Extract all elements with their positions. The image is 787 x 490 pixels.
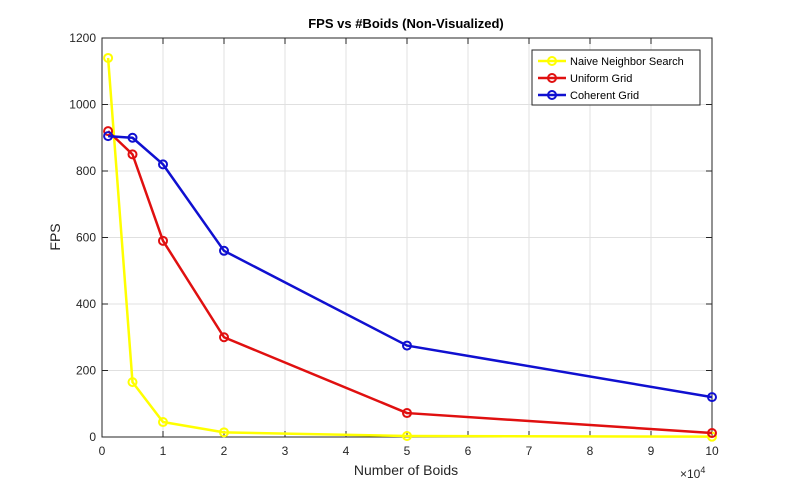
data-point xyxy=(158,159,168,170)
legend-label: Coherent Grid xyxy=(570,90,639,102)
data-point xyxy=(402,340,412,351)
legend-marker xyxy=(547,73,557,83)
x-tick-label: 3 xyxy=(282,444,289,458)
series-line xyxy=(106,57,713,438)
data-point xyxy=(402,431,412,442)
y-tick-label: 600 xyxy=(76,231,96,245)
x-tick-label: 6 xyxy=(465,444,472,458)
data-point xyxy=(103,126,114,137)
data-point xyxy=(219,427,229,438)
data-point xyxy=(219,332,229,343)
legend-item: Naive Neighbor Search xyxy=(538,56,684,68)
legend-marker xyxy=(547,90,557,100)
legend-label: Uniform Grid xyxy=(570,73,632,85)
data-point xyxy=(707,392,717,403)
ticks: 0 1 2 3 4 5 6 7 8 9 10 0 200 400 600 800 1000 1200 xyxy=(69,31,719,458)
data-point xyxy=(103,52,114,63)
data-point xyxy=(127,132,138,143)
y-tick-label: 1000 xyxy=(69,98,96,112)
legend-item: Uniform Grid xyxy=(538,73,632,85)
y-axis-title: FPS xyxy=(47,223,63,250)
x-exponent-power: 4 xyxy=(700,465,705,475)
legend: Naive Neighbor Search Uniform Grid Coheren… xyxy=(531,49,701,106)
series-layer xyxy=(103,52,717,442)
data-point xyxy=(158,235,168,246)
series-0 xyxy=(103,52,717,442)
data-point xyxy=(707,428,717,439)
x-tick-label: 7 xyxy=(526,444,533,458)
y-tick-label: 400 xyxy=(76,297,96,311)
data-point xyxy=(158,417,168,428)
x-axis-title: Number of Boids xyxy=(354,462,458,478)
data-point xyxy=(219,245,229,256)
x-tick-label: 10 xyxy=(705,444,719,458)
legend-marker xyxy=(547,56,557,66)
series-2 xyxy=(103,131,717,403)
x-tick-label: 9 xyxy=(648,444,655,458)
data-point xyxy=(127,377,138,388)
x-axis-exponent: ×104 xyxy=(680,465,705,481)
x-tick-label: 8 xyxy=(587,444,594,458)
legend-item: Coherent Grid xyxy=(538,90,639,102)
x-tick-label: 1 xyxy=(160,444,167,458)
y-tick-label: 200 xyxy=(76,364,96,378)
x-exponent-base: ×10 xyxy=(680,467,701,481)
y-tick-label: 0 xyxy=(89,430,96,444)
series-1 xyxy=(103,126,717,439)
x-tick-label: 4 xyxy=(343,444,350,458)
series-line xyxy=(107,130,713,435)
y-tick-label: 800 xyxy=(76,164,96,178)
x-tick-label: 5 xyxy=(404,444,411,458)
chart-title: FPS vs #Boids (Non-Visualized) xyxy=(308,16,504,31)
data-point xyxy=(402,408,412,419)
legend-label: Naive Neighbor Search xyxy=(570,56,684,68)
x-tick-label: 2 xyxy=(221,444,228,458)
data-point xyxy=(127,149,138,160)
data-point xyxy=(103,131,114,142)
x-tick-label: 0 xyxy=(99,444,106,458)
y-tick-label: 1200 xyxy=(69,31,96,45)
